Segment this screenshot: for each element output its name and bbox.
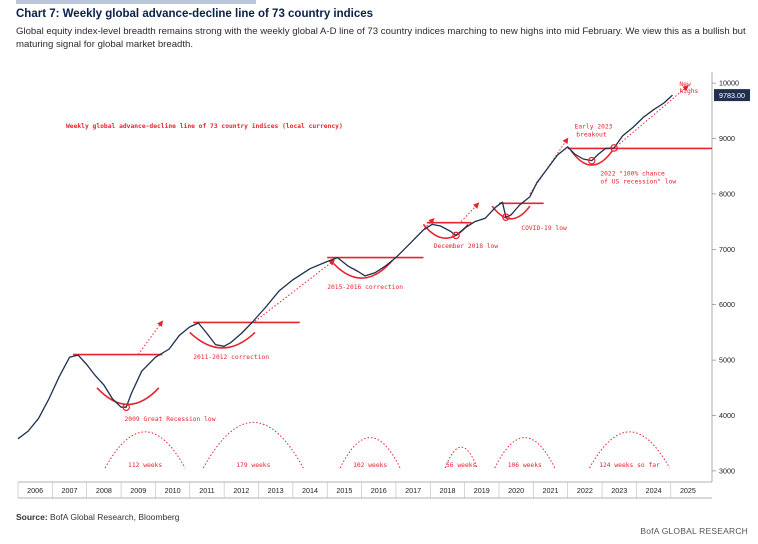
duration-arc	[104, 431, 186, 469]
y-tick-label: 6000	[719, 300, 735, 309]
annotation-label: of US recession" low	[600, 178, 676, 185]
annotation-label: breakout	[576, 131, 607, 138]
cropped-header-strip	[16, 0, 256, 4]
last-value-badge	[714, 89, 750, 102]
x-tick-label: 2023	[611, 486, 627, 495]
x-tick-label: 2022	[577, 486, 593, 495]
x-tick-label: 2013	[268, 486, 284, 495]
annotation-label: 2011-2012 correction	[193, 354, 269, 361]
x-tick-label: 2007	[62, 486, 78, 495]
source-note: Source: BofA Global Research, Bloomberg	[16, 512, 180, 522]
x-tick-label: 2016	[371, 486, 387, 495]
annotation-label: Early 2023	[575, 124, 613, 131]
x-tick-label: 2025	[680, 486, 696, 495]
annotation-label: December 2018 low	[434, 243, 499, 250]
low-marker	[587, 156, 596, 165]
breakout-arrow	[254, 259, 336, 322]
y-tick-label: 3000	[719, 466, 735, 475]
x-tick-label: 2012	[233, 486, 249, 495]
low-marker	[452, 231, 460, 240]
correction-arc	[330, 259, 394, 279]
y-tick-label: 9000	[719, 134, 735, 143]
breakout-arrow	[409, 217, 435, 245]
y-tick-label: 4000	[719, 411, 735, 420]
correction-arc	[189, 331, 256, 349]
duration-label: 124 weeks so far	[599, 462, 660, 469]
duration-label: 112 weeks	[128, 462, 162, 469]
x-tick-label: 2006	[27, 486, 43, 495]
x-tick-label: 2014	[302, 486, 318, 495]
duration-label: 56 weeks	[446, 462, 477, 469]
bofa-credit: BofA GLOBAL RESEARCH	[640, 526, 748, 536]
duration-arc	[444, 446, 478, 469]
annotation-label: New	[679, 81, 691, 88]
duration-label: 179 weeks	[236, 462, 270, 469]
y-tick-label: 7000	[719, 245, 735, 254]
ad-line-series	[17, 94, 673, 440]
x-tick-label: 2018	[439, 486, 455, 495]
chart-title: Chart 7: Weekly global advance-decline l…	[16, 8, 374, 20]
annotation-label: highs	[679, 88, 698, 95]
duration-arc	[589, 431, 670, 469]
x-tick-label: 2019	[474, 486, 490, 495]
x-tick-label: 2008	[96, 486, 112, 495]
source-text: BofA Global Research, Bloomberg	[50, 512, 180, 522]
annotation-label: COVID-19 low	[521, 225, 567, 232]
x-tick-label: 2011	[199, 486, 214, 495]
y-tick-label: 5000	[719, 356, 735, 365]
duration-label: 106 weeks	[508, 462, 542, 469]
duration-arc	[202, 421, 304, 469]
low-marker	[122, 403, 131, 412]
annotation-label: 2022 "100% chance	[600, 171, 665, 178]
breakout-arrow	[618, 85, 689, 145]
chart-inner-title: Weekly global advance-decline line of 73…	[66, 122, 343, 130]
annotation-label: 2015-2016 correction	[327, 284, 403, 291]
x-tick-label: 2009	[130, 486, 146, 495]
low-marker	[502, 213, 510, 221]
last-value-label: 9783.00	[719, 91, 745, 100]
breakout-arrow	[460, 202, 480, 222]
x-tick-label: 2015	[336, 486, 352, 495]
low-marker	[610, 144, 618, 152]
x-tick-label: 2021	[543, 486, 559, 495]
breakout-arrow	[137, 320, 164, 355]
x-tick-label: 2020	[508, 486, 524, 495]
x-tick-label: 2010	[165, 486, 181, 495]
y-tick-label: 10000	[719, 79, 739, 88]
correction-arc	[491, 205, 531, 220]
duration-label: 102 weeks	[353, 462, 387, 469]
correction-arc	[570, 150, 614, 166]
y-tick-label: 8000	[719, 189, 735, 198]
x-tick-label: 2024	[646, 486, 662, 495]
x-tick-label: 2017	[405, 486, 421, 495]
source-label: Source:	[16, 512, 48, 522]
chart-subtitle: Global equity index-level breadth remain…	[16, 26, 746, 50]
annotation-label: 2009 Great Recession low	[125, 416, 216, 423]
